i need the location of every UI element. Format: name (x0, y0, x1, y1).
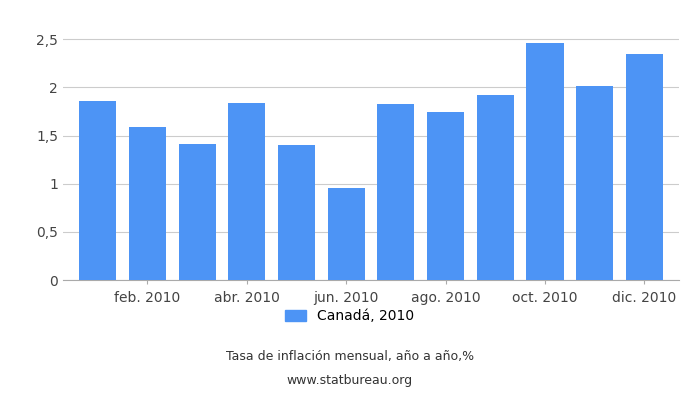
Bar (79, 101, 116, 280)
Bar (427, 112, 464, 280)
Bar (129, 127, 166, 280)
Legend: Canadá, 2010: Canadá, 2010 (280, 304, 420, 329)
Bar (328, 188, 365, 280)
Bar (526, 43, 564, 280)
Bar (278, 145, 315, 280)
Bar (377, 104, 414, 280)
Bar (626, 54, 663, 280)
Bar (228, 103, 265, 280)
Text: Tasa de inflación mensual, año a año,%: Tasa de inflación mensual, año a año,% (226, 350, 474, 363)
Bar (576, 86, 613, 280)
Bar (178, 144, 216, 280)
Text: www.statbureau.org: www.statbureau.org (287, 374, 413, 387)
Bar (477, 95, 514, 280)
